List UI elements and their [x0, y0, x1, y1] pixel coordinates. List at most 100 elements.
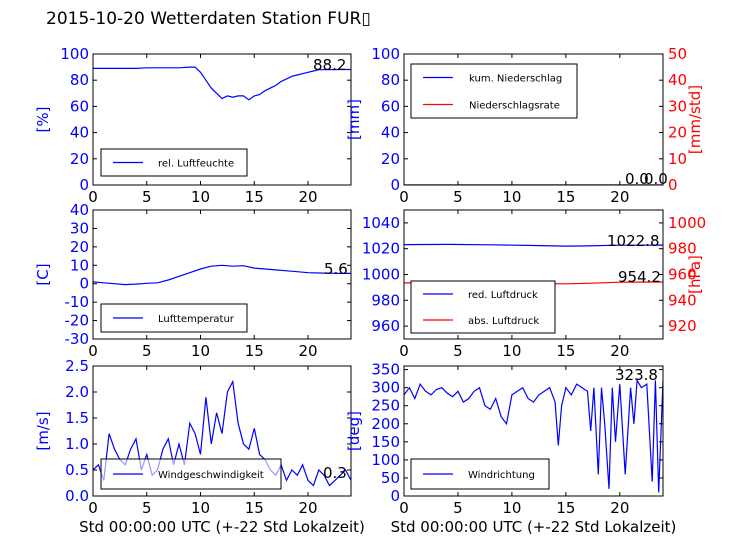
x-tick-label: 5 — [142, 188, 152, 206]
x-tick-label: 5 — [453, 188, 463, 206]
y-tick-label: 0 — [79, 176, 89, 194]
x-tick-label: 10 — [191, 499, 210, 517]
y-right-tick-label: 1000 — [668, 214, 706, 232]
y-right-tick-label: 980 — [668, 240, 697, 258]
y-tick-label: 20 — [381, 150, 400, 168]
series-line-temperature-0 — [93, 264, 351, 286]
y-tick-label: 2.5 — [65, 357, 89, 375]
x-tick-label: 15 — [556, 342, 575, 360]
panel-wind: 0 5 10 15 20 0.0 0.5 1.0 1.5 2.0 2.5 [m/s] Std 00:00… — [34, 357, 365, 536]
y-right-tick-label: 0 — [668, 176, 678, 194]
panel-precip: 0 5 10 15 20 0 20 40 60 80 100 0 10 20 30 40 50 [mm] [mm/s… — [345, 45, 704, 206]
y-right-tick-label: 20 — [668, 124, 687, 142]
x-tick-label: 5 — [453, 499, 463, 517]
x-tick-label: 5 — [453, 342, 463, 360]
x-tick-label: 10 — [502, 499, 521, 517]
y-tick-label: 10 — [70, 256, 89, 274]
latest-value-label: 323.8 — [615, 366, 658, 384]
x-tick-label: 10 — [191, 188, 210, 206]
latest-value-label: 0.0 — [625, 170, 649, 188]
x-tick-label: 20 — [610, 342, 629, 360]
x-tick-label: 0 — [399, 188, 409, 206]
x-tick-label: 10 — [191, 342, 210, 360]
y-axis-label: [%] — [34, 107, 52, 133]
x-axis-label: Std 00:00:00 UTC (+-22 Std Lokalzeit) — [391, 518, 677, 536]
x-tick-label: 0 — [399, 499, 409, 517]
x-tick-label: 20 — [610, 499, 629, 517]
figure-title: 2015-10-20 Wetterdaten Station FUR▯ — [46, 9, 371, 29]
y-tick-label: 150 — [371, 433, 400, 451]
y-tick-label: 250 — [371, 397, 400, 415]
legend-label: Windrichtung — [468, 470, 535, 481]
x-tick-label: 15 — [556, 499, 575, 517]
y-right-axis-label: [hPa] — [686, 255, 704, 294]
x-tick-label: 20 — [298, 499, 317, 517]
y-tick-label: 300 — [371, 379, 400, 397]
plot-frame-winddir — [403, 365, 664, 497]
y-tick-label: -30 — [65, 330, 90, 348]
series-line-pressure-0 — [404, 243, 663, 247]
y-right-tick-label: 940 — [668, 291, 697, 309]
y-tick-label: 960 — [371, 317, 400, 335]
x-tick-label: 0 — [88, 188, 98, 206]
latest-value-label: 0.3 — [323, 464, 347, 482]
x-tick-label: 15 — [245, 342, 264, 360]
y-tick-label: 40 — [70, 124, 89, 142]
x-tick-label: 0 — [399, 342, 409, 360]
x-tick-label: 15 — [245, 188, 264, 206]
y-tick-label: 200 — [371, 415, 400, 433]
y-tick-label: -20 — [65, 312, 90, 330]
y-tick-label: 350 — [371, 361, 400, 379]
legend-label: Lufttemperatur — [158, 314, 235, 325]
x-tick-label: 15 — [556, 188, 575, 206]
y-tick-label: 50 — [381, 469, 400, 487]
y-tick-label: 100 — [60, 45, 89, 63]
x-tick-label: 5 — [142, 342, 152, 360]
legend-label: Niederschlagsrate — [469, 101, 560, 112]
x-tick-label: 10 — [502, 342, 521, 360]
y-tick-label: 980 — [371, 291, 400, 309]
y-tick-label: 40 — [70, 201, 89, 219]
y-tick-label: 100 — [371, 451, 400, 469]
x-axis-label: Std 00:00:00 UTC (+-22 Std Lokalzeit) — [79, 518, 365, 536]
plot-frame-temperature — [92, 209, 352, 340]
y-tick-label: 1040 — [362, 214, 400, 232]
legend-label: abs. Luftdruck — [468, 316, 539, 327]
latest-value-label-right: 0.0 — [644, 170, 668, 188]
y-tick-label: 40 — [381, 124, 400, 142]
y-right-tick-label: 960 — [668, 266, 697, 284]
y-tick-label: 20 — [70, 150, 89, 168]
y-tick-label: 100 — [371, 45, 400, 63]
y-right-tick-label: 920 — [668, 317, 697, 335]
y-tick-label: 2.0 — [65, 383, 89, 401]
legend-box — [410, 63, 578, 119]
legend-label: Windgeschwindigkeit — [158, 470, 264, 481]
legend-label: red. Luftdruck — [468, 290, 538, 301]
y-tick-label: 0.0 — [65, 487, 89, 505]
x-tick-label: 0 — [88, 499, 98, 517]
x-tick-label: 20 — [610, 188, 629, 206]
y-tick-label: 0 — [390, 487, 400, 505]
latest-value-label: 1022.8 — [607, 232, 660, 250]
y-tick-label: 0 — [79, 275, 89, 293]
y-tick-label: 1020 — [362, 240, 400, 258]
x-tick-label: 0 — [88, 342, 98, 360]
y-right-tick-label: 40 — [668, 71, 687, 89]
legend-box — [410, 280, 556, 334]
y-tick-label: 1.0 — [65, 435, 89, 453]
y-tick-label: 60 — [381, 97, 400, 115]
y-tick-label: 60 — [70, 97, 89, 115]
latest-value-label: 88.2 — [313, 56, 346, 74]
series-line-humidity-0 — [93, 66, 351, 101]
panel-humidity: 0 5 10 15 20 0 20 40 60 80 100 [%] rel. Luftfeuchte 8… — [34, 45, 352, 206]
y-right-tick-label: 50 — [668, 45, 687, 63]
series-line-winddir-0 — [404, 378, 663, 493]
y-tick-label: 30 — [70, 219, 89, 237]
latest-value-label-right: 954.2 — [618, 268, 661, 286]
panel-pressure: 0 5 10 15 20 960 980 1000 1020 1040 920 940 960 980 10… — [362, 209, 706, 360]
y-tick-label: 1.5 — [65, 409, 89, 427]
y-axis-label: [C] — [34, 263, 52, 285]
x-tick-label: 20 — [298, 188, 317, 206]
